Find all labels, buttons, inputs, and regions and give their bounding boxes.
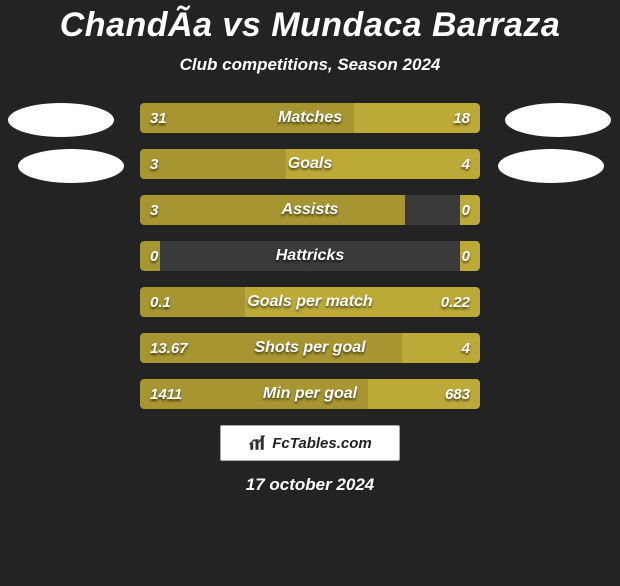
stat-row: 30Assists <box>140 195 480 225</box>
stat-bar-left <box>140 195 405 225</box>
stat-bar-right <box>354 103 480 133</box>
stat-bar-right <box>460 241 480 271</box>
stat-bar-left <box>140 149 286 179</box>
subtitle: Club competitions, Season 2024 <box>0 55 620 75</box>
stat-bar-right <box>286 149 480 179</box>
player-badge <box>505 103 611 137</box>
stat-bar-left <box>140 379 368 409</box>
date-label: 17 october 2024 <box>0 475 620 495</box>
stat-row: 0.10.22Goals per match <box>140 287 480 317</box>
stat-bar-left <box>140 241 160 271</box>
player-badge <box>18 149 124 183</box>
stat-row: 1411683Min per goal <box>140 379 480 409</box>
stat-bars: 3118Matches 34Goals 30Assists 00Hattricks 0.… <box>140 103 480 409</box>
player-badge <box>8 103 114 137</box>
stat-row: 34Goals <box>140 149 480 179</box>
stat-row: 3118Matches <box>140 103 480 133</box>
stat-bar-left <box>140 333 402 363</box>
brand-box[interactable]: FcTables.com <box>220 425 400 461</box>
brand-label: FcTables.com <box>272 435 371 452</box>
chart-icon <box>248 434 266 452</box>
page-title: ChandÃ­a vs Mundaca Barraza <box>0 6 620 45</box>
stat-bar-right <box>402 333 480 363</box>
player-badge <box>498 149 604 183</box>
stat-bar-left <box>140 287 245 317</box>
stat-bar-right <box>245 287 480 317</box>
stat-bar-right <box>368 379 480 409</box>
stat-row: 00Hattricks <box>140 241 480 271</box>
stat-bar-right <box>460 195 480 225</box>
compare-area: 3118Matches 34Goals 30Assists 00Hattricks 0.… <box>0 103 620 409</box>
stat-row: 13.674Shots per goal <box>140 333 480 363</box>
stat-bar-left <box>140 103 354 133</box>
